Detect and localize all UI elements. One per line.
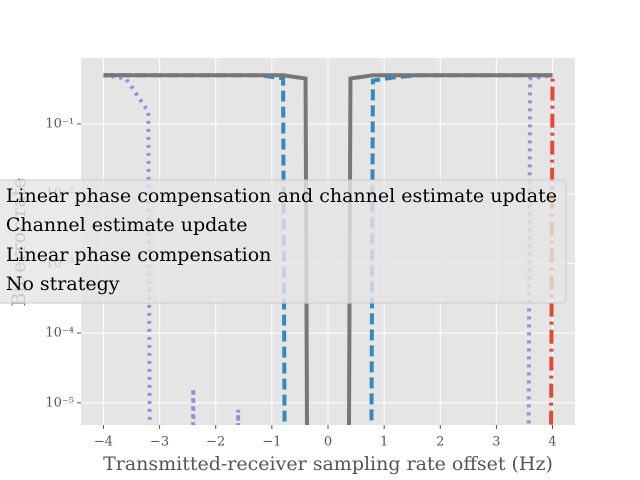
lines <box>103 73 555 425</box>
legend: Linear phase compensation and channel es… <box>0 179 567 304</box>
x-tick-label: 4 <box>548 435 556 450</box>
legend-label: Linear phase compensation and channel es… <box>6 185 557 207</box>
y-tick-label: 10⁻⁵ <box>45 395 74 410</box>
legend-label: Channel estimate update <box>6 214 248 236</box>
x-tick-label: −2 <box>206 435 225 450</box>
legend-label: Linear phase compensation <box>6 244 272 266</box>
x-tick-label: 1 <box>380 435 388 450</box>
y-tick-label: 10⁻¹ <box>45 116 74 131</box>
x-tick-label: 0 <box>324 435 332 450</box>
series-line <box>103 73 553 425</box>
x-tick-label: −3 <box>150 435 169 450</box>
x-axis-label: Transmitted-receiver sampling rate offse… <box>103 453 553 475</box>
x-tick-label: 3 <box>492 435 500 450</box>
legend-box <box>0 179 567 304</box>
x-tick-label: 2 <box>436 435 444 450</box>
y-tick-label: 10⁻⁴ <box>45 326 74 341</box>
x-tick-label: −1 <box>262 435 281 450</box>
legend-label: No strategy <box>6 273 120 295</box>
x-tick-label: −4 <box>94 435 113 450</box>
